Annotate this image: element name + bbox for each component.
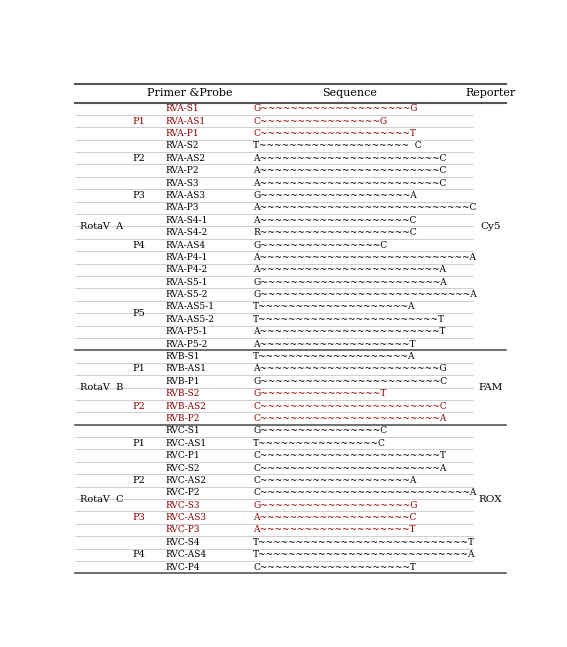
Text: RotaV  B: RotaV B xyxy=(79,383,123,392)
Text: P1: P1 xyxy=(133,364,145,373)
Text: A~~~~~~~~~~~~~~~~~~~~~~~~C: A~~~~~~~~~~~~~~~~~~~~~~~~C xyxy=(253,179,447,188)
Text: RVA-P5-2: RVA-P5-2 xyxy=(166,340,208,349)
Text: RVA-AS2: RVA-AS2 xyxy=(166,154,205,163)
Text: RVC-AS1: RVC-AS1 xyxy=(166,439,206,448)
Text: T~~~~~~~~~~~~~~~~~~~~A: T~~~~~~~~~~~~~~~~~~~~A xyxy=(253,302,416,311)
Text: P2: P2 xyxy=(133,402,145,411)
Text: RVA-AS1: RVA-AS1 xyxy=(166,116,205,126)
Text: RVC-P3: RVC-P3 xyxy=(166,525,200,534)
Text: Sequence: Sequence xyxy=(323,88,378,98)
Text: RVA-AS3: RVA-AS3 xyxy=(166,191,205,200)
Text: T~~~~~~~~~~~~~~~~~~~~A: T~~~~~~~~~~~~~~~~~~~~A xyxy=(253,352,416,361)
Text: RVA-P3: RVA-P3 xyxy=(166,203,199,212)
Text: RVA-AS5-1: RVA-AS5-1 xyxy=(166,302,214,311)
Text: A~~~~~~~~~~~~~~~~~~~~~~~~A: A~~~~~~~~~~~~~~~~~~~~~~~~A xyxy=(253,265,446,274)
Text: RVB-P1: RVB-P1 xyxy=(166,377,200,386)
Text: P4: P4 xyxy=(133,550,145,559)
Text: RVA-S1: RVA-S1 xyxy=(166,104,199,113)
Text: A~~~~~~~~~~~~~~~~~~~~C: A~~~~~~~~~~~~~~~~~~~~C xyxy=(253,215,417,225)
Text: G~~~~~~~~~~~~~~~~~~~~A: G~~~~~~~~~~~~~~~~~~~~A xyxy=(253,191,417,200)
Text: A~~~~~~~~~~~~~~~~~~~~~~~~~~~~A: A~~~~~~~~~~~~~~~~~~~~~~~~~~~~A xyxy=(253,253,476,262)
Text: RVA-S4-1: RVA-S4-1 xyxy=(166,215,208,225)
Text: RVA-S4-2: RVA-S4-2 xyxy=(166,228,208,237)
Text: A~~~~~~~~~~~~~~~~~~~~C: A~~~~~~~~~~~~~~~~~~~~C xyxy=(253,513,417,522)
Text: G~~~~~~~~~~~~~~~~~~~~~~~~C: G~~~~~~~~~~~~~~~~~~~~~~~~C xyxy=(253,377,447,386)
Text: RVA-S5-1: RVA-S5-1 xyxy=(166,278,208,287)
Text: RVC-P2: RVC-P2 xyxy=(166,488,200,498)
Text: RVC-S3: RVC-S3 xyxy=(166,501,200,510)
Text: G~~~~~~~~~~~~~~~~T: G~~~~~~~~~~~~~~~~T xyxy=(253,389,387,398)
Text: RVC-S4: RVC-S4 xyxy=(166,538,200,547)
Text: P4: P4 xyxy=(133,241,145,250)
Text: A~~~~~~~~~~~~~~~~~~~~~~~~~~~~C: A~~~~~~~~~~~~~~~~~~~~~~~~~~~~C xyxy=(253,203,477,212)
Text: G~~~~~~~~~~~~~~~~~~~~G: G~~~~~~~~~~~~~~~~~~~~G xyxy=(253,104,418,113)
Text: RVB-S2: RVB-S2 xyxy=(166,389,200,398)
Text: G~~~~~~~~~~~~~~~~~~~~~~~~A: G~~~~~~~~~~~~~~~~~~~~~~~~A xyxy=(253,278,447,287)
Text: P3: P3 xyxy=(133,513,145,522)
Text: P3: P3 xyxy=(133,191,145,200)
Text: C~~~~~~~~~~~~~~~~~~~~~~~~~~~~A: C~~~~~~~~~~~~~~~~~~~~~~~~~~~~A xyxy=(253,488,477,498)
Text: A~~~~~~~~~~~~~~~~~~~~~~~~C: A~~~~~~~~~~~~~~~~~~~~~~~~C xyxy=(253,154,447,163)
Text: RVA-P2: RVA-P2 xyxy=(166,166,199,175)
Text: RVB-AS1: RVB-AS1 xyxy=(166,364,206,373)
Text: P1: P1 xyxy=(133,439,145,448)
Text: A~~~~~~~~~~~~~~~~~~~~T: A~~~~~~~~~~~~~~~~~~~~T xyxy=(253,525,416,534)
Text: RVB-P2: RVB-P2 xyxy=(166,414,200,423)
Text: T~~~~~~~~~~~~~~~~~~~~~~~~T: T~~~~~~~~~~~~~~~~~~~~~~~~T xyxy=(253,315,445,324)
Text: P1: P1 xyxy=(133,116,145,126)
Text: T~~~~~~~~~~~~~~~~~~~~~~~~~~~~A: T~~~~~~~~~~~~~~~~~~~~~~~~~~~~A xyxy=(253,550,476,559)
Text: C~~~~~~~~~~~~~~~~~~~~~~~~T: C~~~~~~~~~~~~~~~~~~~~~~~~T xyxy=(253,451,446,460)
Text: RVB-S1: RVB-S1 xyxy=(166,352,200,361)
Text: RVA-P1: RVA-P1 xyxy=(166,129,199,138)
Text: RVC-AS2: RVC-AS2 xyxy=(166,476,206,485)
Text: Primer &Probe: Primer &Probe xyxy=(147,88,232,98)
Text: Reporter: Reporter xyxy=(466,88,515,98)
Text: T~~~~~~~~~~~~~~~~C: T~~~~~~~~~~~~~~~~C xyxy=(253,439,386,448)
Text: G~~~~~~~~~~~~~~~~~~~~~~~~~~~~A: G~~~~~~~~~~~~~~~~~~~~~~~~~~~~A xyxy=(253,290,477,299)
Text: C~~~~~~~~~~~~~~~~G: C~~~~~~~~~~~~~~~~G xyxy=(253,116,387,126)
Text: C~~~~~~~~~~~~~~~~~~~~~~~~A: C~~~~~~~~~~~~~~~~~~~~~~~~A xyxy=(253,414,447,423)
Text: RVC-S2: RVC-S2 xyxy=(166,463,200,472)
Text: RVA-P4-1: RVA-P4-1 xyxy=(166,253,208,262)
Text: RVC-P1: RVC-P1 xyxy=(166,451,200,460)
Text: Cy5: Cy5 xyxy=(480,222,501,231)
Text: G~~~~~~~~~~~~~~~~C: G~~~~~~~~~~~~~~~~C xyxy=(253,426,387,435)
Text: A~~~~~~~~~~~~~~~~~~~~~~~~G: A~~~~~~~~~~~~~~~~~~~~~~~~G xyxy=(253,364,447,373)
Text: RVC-P4: RVC-P4 xyxy=(166,563,200,572)
Text: RVA-AS4: RVA-AS4 xyxy=(166,241,205,250)
Text: G~~~~~~~~~~~~~~~~~~~~G: G~~~~~~~~~~~~~~~~~~~~G xyxy=(253,501,418,510)
Text: P2: P2 xyxy=(133,154,145,163)
Text: C~~~~~~~~~~~~~~~~~~~~~~~~C: C~~~~~~~~~~~~~~~~~~~~~~~~C xyxy=(253,402,447,411)
Text: C~~~~~~~~~~~~~~~~~~~~A: C~~~~~~~~~~~~~~~~~~~~A xyxy=(253,476,417,485)
Text: RVC-AS3: RVC-AS3 xyxy=(166,513,206,522)
Text: RVC-S1: RVC-S1 xyxy=(166,426,200,435)
Text: P2: P2 xyxy=(133,476,145,485)
Text: P5: P5 xyxy=(133,309,145,318)
Text: RVB-AS2: RVB-AS2 xyxy=(166,402,206,411)
Text: RVA-AS5-2: RVA-AS5-2 xyxy=(166,315,214,324)
Text: RVA-P4-2: RVA-P4-2 xyxy=(166,265,208,274)
Text: RVA-S3: RVA-S3 xyxy=(166,179,199,188)
Text: RotaV  C: RotaV C xyxy=(79,494,123,503)
Text: T~~~~~~~~~~~~~~~~~~~~~~~~~~~~T: T~~~~~~~~~~~~~~~~~~~~~~~~~~~~T xyxy=(253,538,475,547)
Text: RVA-S2: RVA-S2 xyxy=(166,142,199,150)
Text: A~~~~~~~~~~~~~~~~~~~~~~~~C: A~~~~~~~~~~~~~~~~~~~~~~~~C xyxy=(253,166,447,175)
Text: ROX: ROX xyxy=(479,494,502,503)
Text: RVA-S5-2: RVA-S5-2 xyxy=(166,290,208,299)
Text: FAM: FAM xyxy=(479,383,503,392)
Text: C~~~~~~~~~~~~~~~~~~~~T: C~~~~~~~~~~~~~~~~~~~~T xyxy=(253,129,416,138)
Text: A~~~~~~~~~~~~~~~~~~~~T: A~~~~~~~~~~~~~~~~~~~~T xyxy=(253,340,416,349)
Text: A~~~~~~~~~~~~~~~~~~~~~~~~T: A~~~~~~~~~~~~~~~~~~~~~~~~T xyxy=(253,327,446,336)
Text: R~~~~~~~~~~~~~~~~~~~~C: R~~~~~~~~~~~~~~~~~~~~C xyxy=(253,228,417,237)
Text: T~~~~~~~~~~~~~~~~~~~~  C: T~~~~~~~~~~~~~~~~~~~~ C xyxy=(253,142,422,150)
Text: C~~~~~~~~~~~~~~~~~~~~~~~~A: C~~~~~~~~~~~~~~~~~~~~~~~~A xyxy=(253,463,447,472)
Text: RVA-P5-1: RVA-P5-1 xyxy=(166,327,208,336)
Text: C~~~~~~~~~~~~~~~~~~~~T: C~~~~~~~~~~~~~~~~~~~~T xyxy=(253,563,416,572)
Text: RotaV  A: RotaV A xyxy=(79,222,123,231)
Text: G~~~~~~~~~~~~~~~~C: G~~~~~~~~~~~~~~~~C xyxy=(253,241,387,250)
Text: RVC-AS4: RVC-AS4 xyxy=(166,550,206,559)
